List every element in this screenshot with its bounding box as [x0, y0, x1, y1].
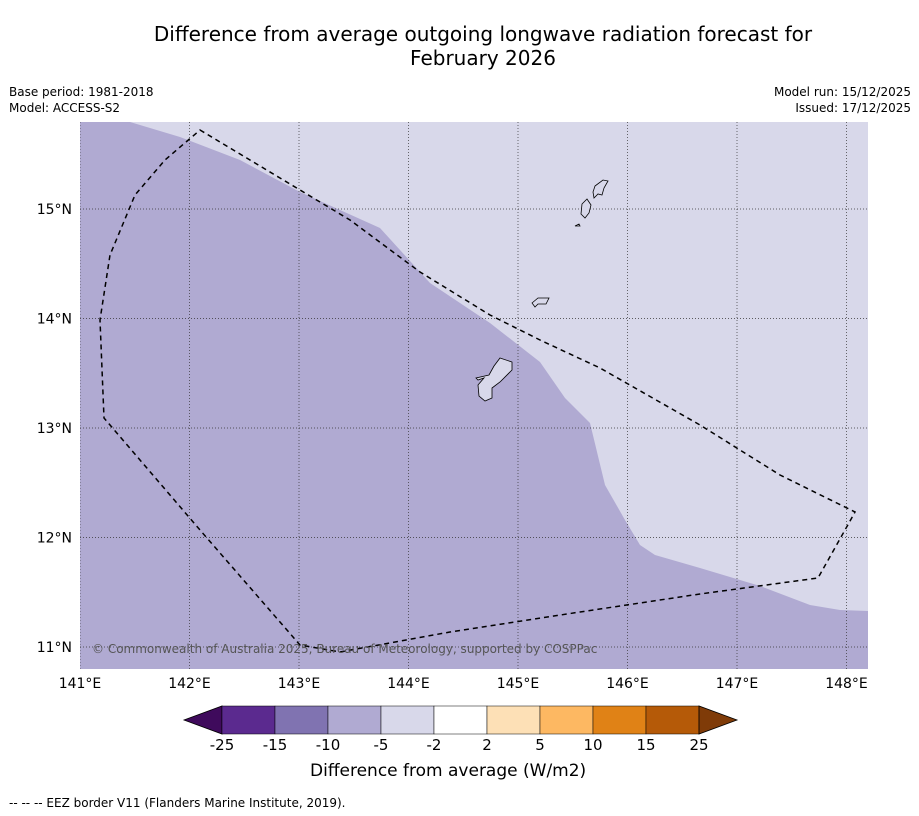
- island-guam: [475, 357, 513, 402]
- colorbar-extend-min: [182, 705, 223, 735]
- lat-label: 12°N: [37, 531, 72, 547]
- lat-label: 14°N: [37, 312, 72, 328]
- colorbar-swatch: [433, 705, 488, 735]
- lat-tick-labels: 15°N 14°N 13°N 12°N 11°N: [37, 202, 72, 656]
- lat-label: 13°N: [37, 421, 72, 437]
- model-name: Model: ACCESS-S2: [9, 101, 121, 115]
- island-tinian: [580, 198, 592, 219]
- lon-tick-labels: 141°E 142°E 143°E 144°E 145°E 146°E 147°E 148°E: [59, 676, 868, 692]
- lon-label: 142°E: [168, 676, 211, 692]
- graticule: [80, 122, 868, 669]
- colorbar-tick-label: 25: [689, 736, 709, 754]
- lat-label: 11°N: [37, 640, 72, 656]
- island-rota: [531, 297, 550, 308]
- colorbar-title: Difference from average (W/m2): [310, 761, 587, 781]
- island-aguijan: [574, 223, 581, 227]
- colorbar-swatch: [327, 705, 382, 735]
- colorbar: [182, 705, 739, 735]
- eez-border: [99, 129, 857, 653]
- issued-date: Issued: 17/12/2025: [795, 101, 911, 115]
- colorbar-swatch: [592, 705, 647, 735]
- lon-label: 141°E: [59, 676, 102, 692]
- colorbar-swatch: [221, 705, 276, 735]
- islands: [475, 179, 609, 402]
- lon-label: 145°E: [497, 676, 540, 692]
- colorbar-tick-label: 5: [535, 736, 545, 754]
- colorbar-tick-label: -5: [373, 736, 389, 754]
- colorbar-extend-max: [698, 705, 739, 735]
- base-period: Base period: 1981-2018: [9, 85, 154, 99]
- colorbar-swatch: [645, 705, 700, 735]
- lon-label: 143°E: [278, 676, 321, 692]
- eez-footnote: -- -- -- EEZ border V11 (Flanders Marine…: [9, 796, 346, 810]
- lat-label: 15°N: [37, 202, 72, 218]
- colorbar-tick-label: -2: [426, 736, 442, 754]
- lon-label: 147°E: [716, 676, 759, 692]
- anomaly-band-dark: [80, 122, 868, 669]
- copyright-notice: © Commonwealth of Australia 2025, Bureau…: [92, 642, 597, 656]
- colorbar-tick-label: -10: [315, 736, 341, 754]
- chart-title: Difference from average outgoing longwav…: [0, 22, 919, 70]
- model-run: Model run: 15/12/2025: [773, 85, 911, 99]
- colorbar-swatch: [539, 705, 594, 735]
- lon-label: 148°E: [825, 676, 868, 692]
- colorbar-tick-label: -15: [262, 736, 288, 754]
- colorbar-swatch: [486, 705, 541, 735]
- meta-left: Base period: 1981-2018 Model: ACCESS-S2: [9, 84, 154, 116]
- title-line-1: Difference from average outgoing longwav…: [153, 22, 813, 46]
- meta-right: Model run: 15/12/2025 Issued: 17/12/2025: [774, 84, 911, 116]
- lon-label: 144°E: [387, 676, 430, 692]
- island-saipan: [592, 179, 609, 199]
- lon-label: 146°E: [606, 676, 649, 692]
- colorbar-tick-label: 10: [583, 736, 603, 754]
- colorbar-swatch: [380, 705, 435, 735]
- colorbar-swatch: [274, 705, 329, 735]
- colorbar-tick-label: 15: [636, 736, 656, 754]
- map-area: [80, 122, 868, 669]
- colorbar-tick-label: -25: [209, 736, 235, 754]
- title-line-2: February 2026: [410, 46, 556, 70]
- colorbar-tick-label: 2: [482, 736, 492, 754]
